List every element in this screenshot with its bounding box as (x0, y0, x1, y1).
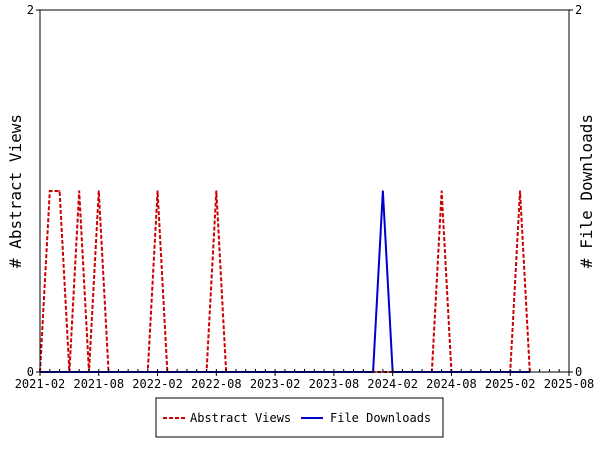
y-axis-title-left: # Abstract Views (6, 114, 25, 268)
y-tick-label-left: 2 (27, 3, 34, 17)
x-tick-label: 2021-08 (73, 377, 124, 391)
legend-box (155, 397, 444, 438)
data-point-file-downloads (382, 190, 384, 192)
y-tick-label-right: 2 (575, 3, 582, 17)
x-tick-label: 2022-08 (191, 377, 242, 391)
legend: Abstract Views File Downloads (155, 397, 444, 438)
data-point-abstract-views (440, 190, 443, 192)
data-point-abstract-views (519, 190, 521, 192)
x-tick-label: 2021-02 (15, 377, 66, 391)
x-tick-label: 2023-08 (309, 377, 360, 391)
x-tick-label: 2022-02 (132, 377, 183, 391)
y-tick-label-right: 0 (575, 365, 582, 379)
x-tick-label: 2025-02 (485, 377, 536, 391)
legend-label-file-downloads: File Downloads (330, 411, 431, 425)
data-point-abstract-views (215, 190, 218, 192)
data-point-abstract-views (78, 190, 80, 192)
data-point-abstract-views (156, 190, 159, 192)
data-point-abstract-views (97, 190, 100, 192)
data-point-abstract-views (58, 190, 61, 192)
y-axis-title-right: # File Downloads (577, 114, 596, 268)
legend-label-abstract-views: Abstract Views (190, 411, 291, 425)
axis-ticks: 2021-02 2021-08 2022-02 2022-08 2023-02 2023-… (15, 3, 595, 391)
x-tick-label: 2024-02 (367, 377, 418, 391)
x-tick-label: 2024-08 (426, 377, 477, 391)
x-tick-label: 2023-02 (250, 377, 301, 391)
y-tick-label-left: 0 (27, 365, 34, 379)
data-point-abstract-views (48, 190, 51, 192)
series-line-abstract-views (39, 190, 531, 373)
x-tick-label: 2025-08 (544, 377, 595, 391)
